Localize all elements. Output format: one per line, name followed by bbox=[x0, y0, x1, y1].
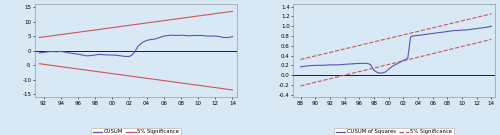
Legend: CUSUM, 5% Significance: CUSUM, 5% Significance bbox=[91, 128, 181, 135]
Legend: CUSUM of Squares, 5% Significance: CUSUM of Squares, 5% Significance bbox=[334, 128, 454, 135]
